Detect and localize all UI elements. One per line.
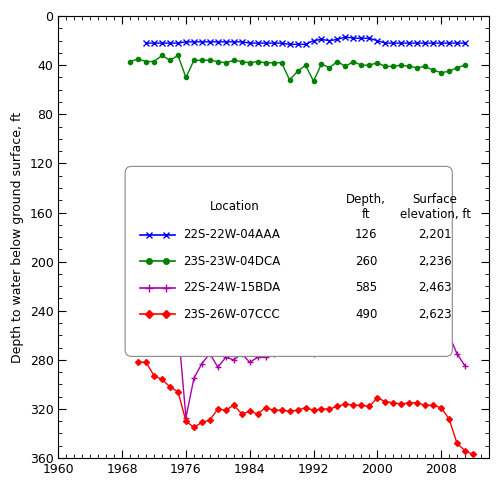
Text: 2,623: 2,623 [418,308,452,321]
Text: 23S-23W-04DCA: 23S-23W-04DCA [183,255,280,268]
Text: 490: 490 [355,308,378,321]
Text: Location: Location [210,200,260,212]
Y-axis label: Depth to water below ground surface, ft: Depth to water below ground surface, ft [11,112,24,363]
FancyBboxPatch shape [125,167,452,356]
Text: 23S-26W-07CCC: 23S-26W-07CCC [183,308,280,321]
Text: Depth,
ft: Depth, ft [346,193,386,221]
Text: 22S-22W-04AAA: 22S-22W-04AAA [183,228,280,242]
Text: 2,236: 2,236 [418,255,452,268]
Text: 2,201: 2,201 [418,228,452,242]
Text: 2,463: 2,463 [418,281,452,294]
Text: 22S-24W-15BDA: 22S-24W-15BDA [183,281,280,294]
Text: 260: 260 [355,255,378,268]
Text: Surface
elevation, ft: Surface elevation, ft [400,193,470,221]
Text: 126: 126 [355,228,378,242]
Text: 585: 585 [355,281,378,294]
